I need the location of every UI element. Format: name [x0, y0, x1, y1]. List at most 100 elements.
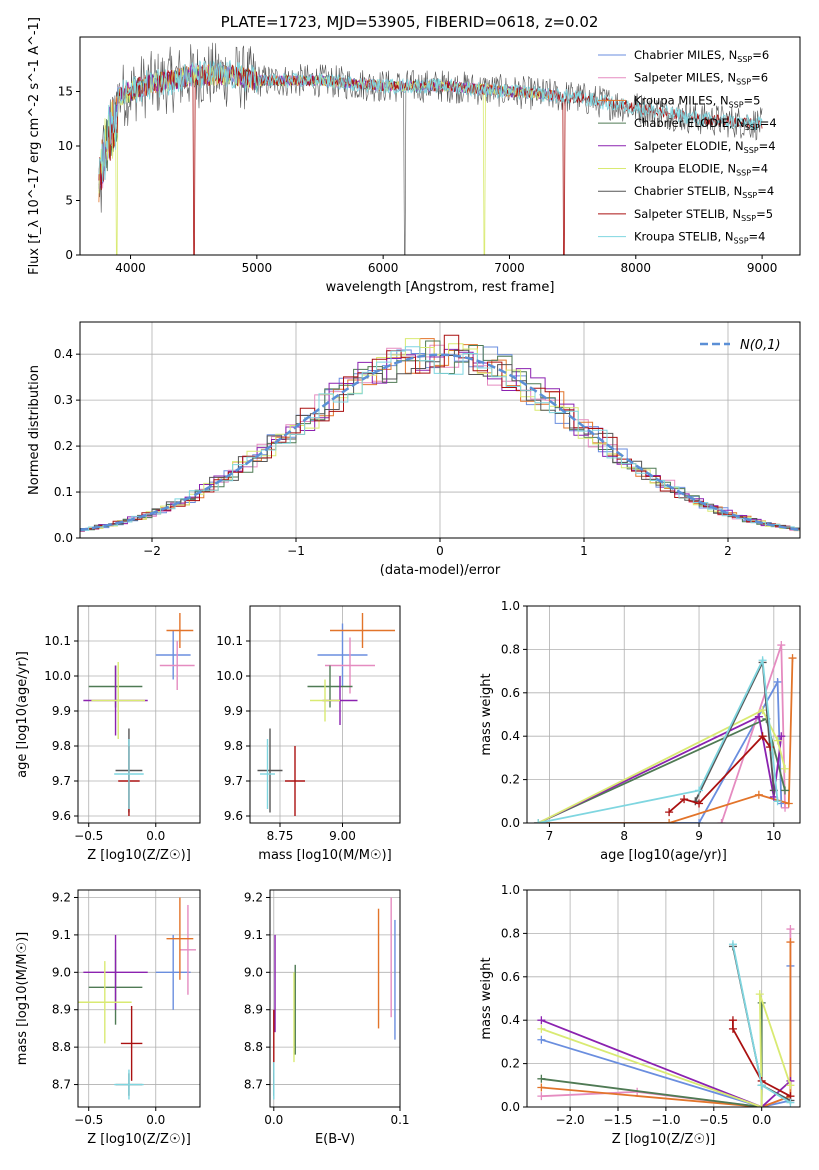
axes-frame: [249, 605, 401, 824]
legend-label: Kroupa STELIB, NSSP=4: [634, 230, 765, 246]
y-tick-label: 1.0: [501, 883, 520, 897]
weight-marker: [717, 819, 726, 823]
x-tick-label: −0.5: [699, 1113, 728, 1127]
weight-marker: [786, 925, 795, 934]
y-tick-label: 0.4: [501, 1013, 520, 1027]
legend-label: Kroupa ELODIE, NSSP=4: [634, 162, 768, 178]
x-axis-label: Z [log10(Z/Z☉)]: [612, 1132, 716, 1147]
x-tick-label: 9: [695, 829, 703, 843]
y-tick-label: 0.4: [54, 347, 73, 361]
y-axis-label: age [log10(age/yr)]: [15, 651, 30, 778]
x-tick-label: −1: [287, 544, 305, 558]
x-tick-label: 10: [766, 829, 781, 843]
y-tick-label: 10: [58, 139, 73, 153]
x-tick-label: 8: [620, 829, 628, 843]
histogram-chabrier_stelib: [80, 349, 800, 532]
x-tick-label: −2: [143, 544, 161, 558]
weight-line-kroupa_miles: [538, 658, 794, 823]
y-tick-label: 0: [65, 248, 73, 262]
weight-marker: [728, 940, 737, 949]
weight-line-kroupa_elodie: [541, 993, 792, 1107]
legend: Chabrier MILES, NSSP=6 Salpeter MILES, NS…: [598, 48, 777, 246]
y-tick-label: 9.7: [224, 774, 243, 788]
weight-marker: [537, 1035, 546, 1044]
panel-mass_vs_Z: −0.5 0.0 8.7 8.8 8.9 9.0 9.1 9.2 Z [log10(Z/Z☉)]…: [15, 889, 201, 1147]
y-tick-label: 15: [58, 85, 73, 99]
plot-area: [273, 897, 396, 1100]
x-tick-label: 1: [580, 544, 588, 558]
y-tick-label: 9.9: [224, 704, 243, 718]
axes-frame: [77, 889, 201, 1108]
x-tick-label: 7000: [494, 261, 525, 275]
plot-area: [537, 925, 795, 1107]
weight-line-salpeter_elodie: [541, 1019, 792, 1107]
y-tick-label: 8.8: [52, 1040, 71, 1054]
legend-label: Chabrier MILES, NSSP=6: [634, 48, 769, 64]
legend-label: Salpeter ELODIE, NSSP=4: [634, 139, 776, 155]
y-tick-label: 10.0: [44, 669, 71, 683]
weight-marker: [695, 799, 704, 808]
x-axis-label: age [log10(age/yr)]: [600, 848, 727, 863]
x-tick-label: 0: [436, 544, 444, 558]
weight-marker: [781, 786, 790, 795]
weight-line-kroupa_stelib: [538, 657, 779, 823]
x-tick-label: 0.0: [146, 829, 165, 843]
y-axis-label: Normed distribution: [27, 365, 42, 495]
axes-frame: [526, 605, 801, 824]
weight-marker: [728, 1016, 737, 1025]
y-tick-label: 0.2: [501, 1057, 520, 1071]
weight-marker: [534, 819, 543, 823]
weight-marker: [757, 1103, 766, 1107]
weight-marker: [773, 797, 782, 806]
y-tick-label: 0.0: [501, 816, 520, 830]
x-axis-label: Z [log10(Z/Z☉)]: [87, 1132, 191, 1147]
x-tick-label: 5000: [242, 261, 273, 275]
plot-area: [80, 334, 800, 532]
x-tick-label: 6000: [368, 261, 399, 275]
legend-label: N(0,1): [740, 338, 781, 353]
y-tick-label: 9.0: [244, 965, 263, 979]
weight-marker: [766, 743, 775, 752]
weight-line-chabrier_elodie: [541, 1002, 763, 1107]
x-tick-label: −1.0: [651, 1113, 680, 1127]
x-tick-label: 9.00: [329, 829, 356, 843]
y-tick-label: 10.1: [216, 634, 243, 648]
panel-weight_vs_Z: −2.0 −1.5 −1.0 −0.5 0.0 0.0 0.2 0.4 0.6 0.8 1.0 Z […: [479, 883, 801, 1147]
x-tick-label: −1.5: [603, 1113, 632, 1127]
y-tick-label: 9.8: [52, 739, 71, 753]
y-tick-label: 9.1: [52, 928, 71, 942]
y-tick-label: 9.8: [224, 739, 243, 753]
weight-marker: [786, 1098, 795, 1107]
weight-marker: [786, 938, 795, 947]
legend-label: Salpeter MILES, NSSP=6: [634, 71, 768, 87]
weight-marker: [757, 1081, 766, 1090]
y-tick-label: 8.9: [52, 1003, 71, 1017]
weight-marker: [777, 732, 786, 741]
weight-marker: [786, 1081, 795, 1090]
weight-marker: [755, 990, 764, 999]
y-tick-label: 0.0: [501, 1100, 520, 1114]
legend-label: Salpeter STELIB, NSSP=5: [634, 207, 773, 223]
figure-title: PLATE=1723, MJD=53905, FIBERID=0618, z=0…: [220, 13, 599, 31]
y-tick-label: 9.0: [52, 965, 71, 979]
x-tick-label: 0.0: [146, 1113, 165, 1127]
plot-area: [257, 613, 395, 816]
legend-label: Chabrier STELIB, NSSP=4: [634, 184, 774, 200]
plot-area: [534, 641, 797, 823]
weight-line-kroupa_miles: [541, 942, 792, 1107]
y-tick-label: 8.7: [244, 1078, 263, 1092]
x-tick-label: 4000: [115, 261, 146, 275]
histogram-salpeter_stelib: [80, 334, 800, 532]
x-axis-label: E(B-V): [315, 1132, 355, 1147]
plot-area: [78, 897, 196, 1100]
panel-spectrum: 4000 5000 6000 7000 8000 9000 0 5 10 15 wavelength…: [27, 17, 801, 295]
weight-marker: [695, 819, 704, 823]
weight-line-chabrier_miles: [538, 678, 783, 823]
x-tick-label: 8000: [621, 261, 652, 275]
x-tick-label: 9000: [747, 261, 778, 275]
x-axis-label: Z [log10(Z/Z☉)]: [87, 848, 191, 863]
panel-mass_vs_ebv: 0.0 0.1 8.7 8.8 8.9 9.0 9.1 9.2 E(B-V): [244, 889, 410, 1147]
weight-marker: [781, 764, 790, 773]
axes-frame: [77, 605, 201, 824]
panel-residuals: −2 −1 0 1 2 0.0 0.1 0.2 0.3 0.4 (data-model)/error…: [27, 321, 801, 578]
